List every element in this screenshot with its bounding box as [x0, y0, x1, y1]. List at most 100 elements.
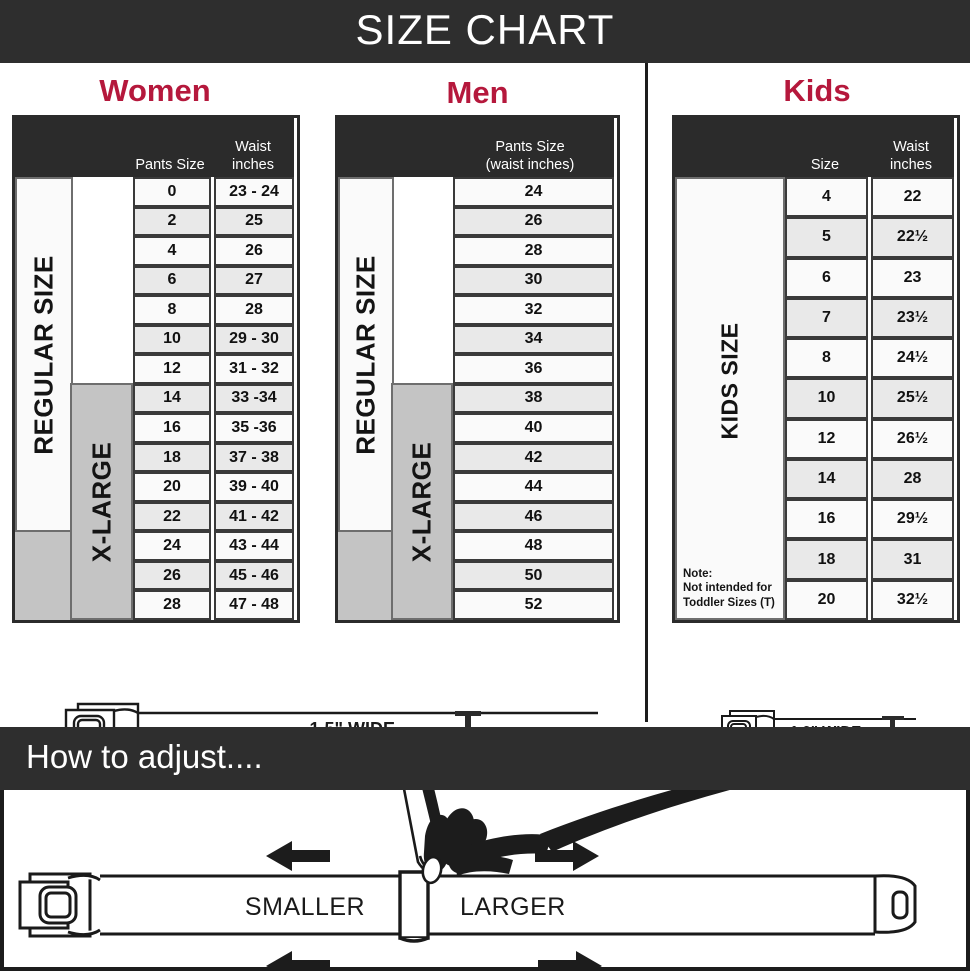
men-size-table: Pants Size (waist inches) REGULAR SIZE X…	[335, 115, 620, 623]
table-row: 30	[453, 265, 614, 296]
table-row: 6 27	[133, 265, 294, 296]
table-cell-size: 24	[453, 177, 614, 207]
kids-col-header-waist-inches: Waist inches	[890, 139, 932, 173]
table-cell-waist: 23 - 24	[214, 177, 294, 207]
table-row: 12 26½	[785, 418, 954, 459]
table-row: 18 31	[785, 539, 954, 580]
table-cell-waist: 24½	[871, 338, 954, 379]
table-row: 28	[453, 236, 614, 266]
table-cell-size: 20	[133, 472, 211, 502]
table-cell-waist: 26	[214, 236, 294, 266]
table-row: 26 45 - 46	[133, 560, 294, 591]
table-cell-size: 52	[453, 590, 614, 620]
table-cell-size: 6	[133, 265, 211, 296]
table-cell-waist: 37 - 38	[214, 442, 294, 473]
table-row: 44	[453, 472, 614, 502]
table-cell-size: 6	[785, 257, 868, 298]
table-cell-size: 16	[785, 499, 868, 540]
men-group-label-xlarge: X-LARGE	[406, 441, 437, 562]
men-group-xlarge: X-LARGE	[391, 383, 453, 620]
table-row: 50	[453, 560, 614, 591]
table-cell-waist: 43 - 44	[214, 531, 294, 561]
table-cell-waist: 31	[871, 539, 954, 580]
men-group-label-regular-size: REGULAR SIZE	[350, 254, 381, 455]
table-row: 24	[453, 177, 614, 207]
illustration-label-smaller: SMALLER	[244, 893, 366, 921]
women-table-rows: 0 23 - 24 2 25 4 26 6 27 8 28 10 29 - 30 12 31 - 32 14…	[133, 177, 294, 620]
table-row: 2 25	[133, 206, 294, 237]
table-cell-size: 40	[453, 413, 614, 443]
table-cell-size: 26	[133, 560, 211, 591]
table-cell-size: 18	[133, 442, 211, 473]
table-cell-size: 36	[453, 354, 614, 384]
kids-size-table: Size Waist inches KIDS SIZE Note: Not in…	[672, 115, 960, 623]
table-cell-waist: 22½	[871, 217, 954, 258]
table-row: 48	[453, 531, 614, 561]
table-cell-size: 14	[785, 458, 868, 500]
women-table-header: Pants Size Waist inches	[12, 115, 294, 177]
table-row: 16 35 -36	[133, 413, 294, 443]
table-cell-waist: 27	[214, 265, 294, 296]
table-cell-size: 8	[785, 338, 868, 379]
how-to-adjust-bar: How to adjust....	[0, 727, 970, 790]
table-cell-size: 18	[785, 539, 868, 580]
table-cell-size: 5	[785, 217, 868, 258]
table-row: 6 23	[785, 257, 954, 298]
column-divider-men-kids	[645, 63, 648, 722]
table-cell-waist: 29½	[871, 499, 954, 540]
men-group-regular-size: REGULAR SIZE	[338, 177, 394, 532]
table-cell-size: 24	[133, 531, 211, 561]
men-table-rows: 24 26 28 30 32 34 36 38 40 42 44 46 48 50 52	[453, 177, 614, 620]
table-cell-size: 22	[133, 501, 211, 532]
table-cell-size: 44	[453, 472, 614, 502]
table-cell-size: 48	[453, 531, 614, 561]
men-col-header-pants-size: Pants Size (waist inches)	[485, 139, 575, 173]
table-cell-waist: 39 - 40	[214, 472, 294, 502]
table-row: 46	[453, 501, 614, 532]
table-cell-size: 38	[453, 383, 614, 414]
table-cell-waist: 23½	[871, 297, 954, 339]
table-cell-waist: 47 - 48	[214, 590, 294, 620]
table-row: 38	[453, 383, 614, 414]
table-cell-size: 32	[453, 295, 614, 325]
table-cell-size: 50	[453, 560, 614, 591]
table-cell-size: 28	[453, 236, 614, 266]
belt-adjust-illustration: SMALLER LARGER	[0, 762, 970, 971]
table-cell-size: 8	[133, 295, 211, 325]
table-row: 22 41 - 42	[133, 501, 294, 532]
table-row: 26	[453, 206, 614, 237]
table-cell-size: 4	[133, 236, 211, 266]
kids-table-header: Size Waist inches	[672, 115, 954, 177]
table-cell-waist: 28	[214, 295, 294, 325]
kids-group-label-kids-size: KIDS SIZE	[716, 322, 743, 440]
table-cell-waist: 26½	[871, 418, 954, 459]
illustration-label-larger: LARGER	[460, 893, 566, 921]
kids-toddler-note: Note: Not intended for Toddler Sizes (T)	[683, 567, 775, 609]
table-cell-size: 4	[785, 177, 868, 218]
table-cell-waist: 25½	[871, 378, 954, 419]
page-title: SIZE CHART	[355, 6, 615, 53]
table-cell-size: 16	[133, 413, 211, 443]
table-row: 8 24½	[785, 338, 954, 379]
table-row: 40	[453, 413, 614, 443]
table-row: 52	[453, 590, 614, 620]
table-row: 14 33 -34	[133, 383, 294, 414]
table-cell-size: 34	[453, 324, 614, 355]
table-row: 10 25½	[785, 378, 954, 419]
table-row: 4 26	[133, 236, 294, 266]
table-cell-waist: 33 -34	[214, 383, 294, 414]
section-title-men: Men	[446, 75, 509, 110]
table-cell-size: 10	[785, 378, 868, 419]
table-cell-waist: 29 - 30	[214, 324, 294, 355]
page-title-bar: SIZE CHART	[0, 0, 970, 63]
table-row: 14 28	[785, 458, 954, 500]
women-col-header-pants-size: Pants Size	[135, 157, 205, 173]
table-row: 42	[453, 442, 614, 473]
table-row: 0 23 - 24	[133, 177, 294, 207]
table-cell-size: 0	[133, 177, 211, 207]
how-to-adjust-heading: How to adjust....	[26, 738, 263, 775]
table-cell-waist: 45 - 46	[214, 560, 294, 591]
table-row: 32	[453, 295, 614, 325]
table-cell-waist: 23	[871, 257, 954, 298]
